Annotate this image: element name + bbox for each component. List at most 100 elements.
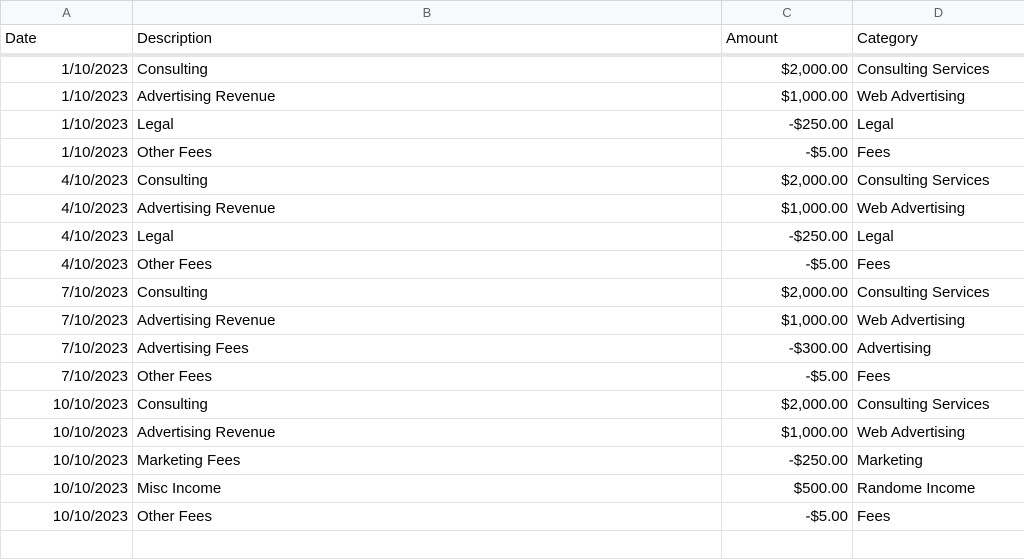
cell[interactable]: Legal — [133, 111, 722, 139]
cell[interactable]: 7/10/2023 — [1, 307, 133, 335]
header-cell[interactable]: Description — [133, 25, 722, 55]
cell[interactable]: Advertising Revenue — [133, 307, 722, 335]
cell-empty[interactable] — [722, 531, 853, 559]
header-cell[interactable]: Amount — [722, 25, 853, 55]
cell[interactable]: Fees — [853, 139, 1024, 167]
cell[interactable]: Other Fees — [133, 363, 722, 391]
cell[interactable]: Web Advertising — [853, 419, 1024, 447]
cell-empty[interactable] — [1, 531, 133, 559]
cell[interactable]: $2,000.00 — [722, 167, 853, 195]
cell[interactable]: Consulting Services — [853, 55, 1024, 83]
cell[interactable]: 4/10/2023 — [1, 195, 133, 223]
cell-empty[interactable] — [853, 531, 1024, 559]
cell[interactable]: Consulting — [133, 167, 722, 195]
cell[interactable]: -$250.00 — [722, 447, 853, 475]
cell[interactable]: $2,000.00 — [722, 391, 853, 419]
cell[interactable]: Legal — [853, 223, 1024, 251]
cell[interactable]: -$250.00 — [722, 223, 853, 251]
column-letters-row: ABCD — [1, 1, 1024, 25]
cell[interactable]: Advertising Fees — [133, 335, 722, 363]
cell[interactable]: $500.00 — [722, 475, 853, 503]
cell[interactable]: 7/10/2023 — [1, 335, 133, 363]
cell[interactable]: Legal — [853, 111, 1024, 139]
cell[interactable]: 10/10/2023 — [1, 503, 133, 531]
table-row: 4/10/2023Other Fees-$5.00Fees — [1, 251, 1024, 279]
column-header-a[interactable]: A — [1, 1, 133, 25]
cell[interactable]: 1/10/2023 — [1, 55, 133, 83]
column-header-d[interactable]: D — [853, 1, 1024, 25]
column-header-b[interactable]: B — [133, 1, 722, 25]
cell[interactable]: Advertising Revenue — [133, 195, 722, 223]
cell[interactable]: -$5.00 — [722, 363, 853, 391]
cell[interactable]: Randome Income — [853, 475, 1024, 503]
cell[interactable]: 10/10/2023 — [1, 475, 133, 503]
table-row: 1/10/2023Advertising Revenue$1,000.00Web… — [1, 83, 1024, 111]
spreadsheet-grid[interactable]: ABCD DateDescriptionAmountCategory1/10/2… — [0, 0, 1024, 559]
table-row: 7/10/2023Other Fees-$5.00Fees — [1, 363, 1024, 391]
cell-empty[interactable] — [133, 531, 722, 559]
table-row: 4/10/2023Consulting$2,000.00Consulting S… — [1, 167, 1024, 195]
cell[interactable]: 7/10/2023 — [1, 363, 133, 391]
cell[interactable]: Marketing — [853, 447, 1024, 475]
cell[interactable]: Other Fees — [133, 503, 722, 531]
cell[interactable]: $2,000.00 — [722, 55, 853, 83]
table-row: 7/10/2023Advertising Fees-$300.00Adverti… — [1, 335, 1024, 363]
cell[interactable]: 4/10/2023 — [1, 223, 133, 251]
cell[interactable]: $1,000.00 — [722, 195, 853, 223]
table-row: 10/10/2023Advertising Revenue$1,000.00We… — [1, 419, 1024, 447]
table-row: 1/10/2023Consulting$2,000.00Consulting S… — [1, 55, 1024, 83]
cell[interactable]: Advertising — [853, 335, 1024, 363]
table-row: 4/10/2023Legal-$250.00Legal — [1, 223, 1024, 251]
table-row: 1/10/2023Legal-$250.00Legal — [1, 111, 1024, 139]
cell[interactable]: 10/10/2023 — [1, 447, 133, 475]
cell[interactable]: $2,000.00 — [722, 279, 853, 307]
cell[interactable]: Other Fees — [133, 251, 722, 279]
cell[interactable]: Web Advertising — [853, 83, 1024, 111]
cell[interactable]: Marketing Fees — [133, 447, 722, 475]
table-row-empty — [1, 531, 1024, 559]
cell[interactable]: Consulting — [133, 391, 722, 419]
cell[interactable]: 7/10/2023 — [1, 279, 133, 307]
table-row: 7/10/2023Advertising Revenue$1,000.00Web… — [1, 307, 1024, 335]
cell[interactable]: -$250.00 — [722, 111, 853, 139]
cell[interactable]: Fees — [853, 363, 1024, 391]
header-cell[interactable]: Date — [1, 25, 133, 55]
table-row: 10/10/2023Marketing Fees-$250.00Marketin… — [1, 447, 1024, 475]
cell[interactable]: Web Advertising — [853, 195, 1024, 223]
cell[interactable]: Consulting — [133, 55, 722, 83]
cell[interactable]: $1,000.00 — [722, 307, 853, 335]
cell[interactable]: 1/10/2023 — [1, 111, 133, 139]
cell[interactable]: Advertising Revenue — [133, 83, 722, 111]
cell[interactable]: Legal — [133, 223, 722, 251]
table-row: 7/10/2023Consulting$2,000.00Consulting S… — [1, 279, 1024, 307]
cell[interactable]: -$5.00 — [722, 503, 853, 531]
table-row: 4/10/2023Advertising Revenue$1,000.00Web… — [1, 195, 1024, 223]
cell[interactable]: 4/10/2023 — [1, 251, 133, 279]
cell[interactable]: 10/10/2023 — [1, 419, 133, 447]
cell[interactable]: Other Fees — [133, 139, 722, 167]
cell[interactable]: Consulting Services — [853, 279, 1024, 307]
table-header-row: DateDescriptionAmountCategory — [1, 25, 1024, 55]
cell[interactable]: 4/10/2023 — [1, 167, 133, 195]
cell[interactable]: Consulting — [133, 279, 722, 307]
cell[interactable]: Fees — [853, 251, 1024, 279]
cell[interactable]: -$5.00 — [722, 139, 853, 167]
table-row: 10/10/2023Misc Income$500.00Randome Inco… — [1, 475, 1024, 503]
cell[interactable]: Advertising Revenue — [133, 419, 722, 447]
cell[interactable]: Fees — [853, 503, 1024, 531]
cell[interactable]: 10/10/2023 — [1, 391, 133, 419]
cell[interactable]: 1/10/2023 — [1, 139, 133, 167]
cell[interactable]: Consulting Services — [853, 391, 1024, 419]
cell[interactable]: $1,000.00 — [722, 419, 853, 447]
cell[interactable]: Web Advertising — [853, 307, 1024, 335]
table-row: 1/10/2023Other Fees-$5.00Fees — [1, 139, 1024, 167]
cell[interactable]: -$5.00 — [722, 251, 853, 279]
cell[interactable]: Consulting Services — [853, 167, 1024, 195]
header-cell[interactable]: Category — [853, 25, 1024, 55]
cell[interactable]: $1,000.00 — [722, 83, 853, 111]
cell[interactable]: -$300.00 — [722, 335, 853, 363]
cell[interactable]: 1/10/2023 — [1, 83, 133, 111]
column-header-c[interactable]: C — [722, 1, 853, 25]
table-row: 10/10/2023Other Fees-$5.00Fees — [1, 503, 1024, 531]
cell[interactable]: Misc Income — [133, 475, 722, 503]
